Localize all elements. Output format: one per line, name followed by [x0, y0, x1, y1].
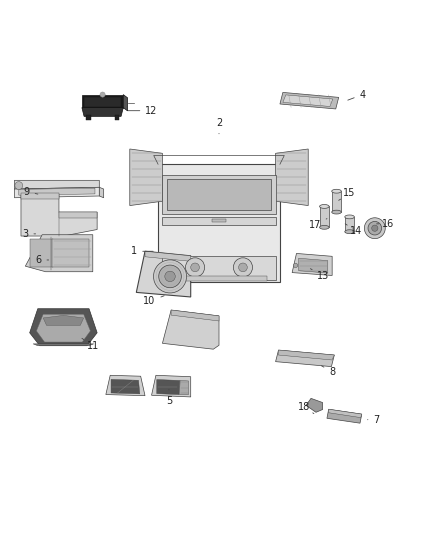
Polygon shape	[299, 258, 328, 273]
Polygon shape	[179, 381, 188, 394]
Circle shape	[364, 218, 385, 239]
Polygon shape	[162, 310, 219, 349]
Polygon shape	[345, 217, 354, 232]
Ellipse shape	[320, 205, 329, 208]
Circle shape	[293, 263, 298, 268]
Circle shape	[153, 260, 187, 293]
Polygon shape	[130, 149, 162, 206]
Polygon shape	[14, 187, 99, 198]
Text: 3: 3	[22, 229, 35, 239]
Polygon shape	[332, 191, 341, 212]
Polygon shape	[152, 375, 191, 397]
Polygon shape	[320, 206, 329, 228]
Polygon shape	[283, 95, 333, 107]
Polygon shape	[30, 309, 97, 346]
Bar	[162, 175, 276, 214]
Circle shape	[165, 271, 175, 281]
Text: 16: 16	[377, 219, 394, 229]
Polygon shape	[276, 149, 308, 206]
Text: 15: 15	[339, 188, 356, 200]
Bar	[84, 97, 121, 107]
Polygon shape	[25, 235, 93, 272]
Circle shape	[239, 263, 247, 272]
Polygon shape	[292, 254, 332, 276]
Polygon shape	[123, 94, 127, 111]
Polygon shape	[171, 310, 219, 321]
Bar	[162, 217, 276, 225]
Polygon shape	[306, 398, 322, 413]
Ellipse shape	[320, 225, 329, 229]
Polygon shape	[136, 251, 191, 297]
Text: 5: 5	[166, 389, 172, 406]
Polygon shape	[276, 350, 334, 367]
Circle shape	[100, 92, 105, 97]
Bar	[171, 276, 267, 281]
Polygon shape	[21, 192, 59, 199]
Ellipse shape	[332, 210, 341, 214]
Polygon shape	[43, 316, 84, 325]
Polygon shape	[328, 409, 362, 418]
Text: 11: 11	[82, 338, 99, 351]
Bar	[115, 116, 119, 120]
Circle shape	[368, 221, 381, 235]
Circle shape	[233, 258, 253, 277]
Bar	[30, 239, 53, 268]
Polygon shape	[145, 251, 191, 261]
Text: 2: 2	[216, 118, 222, 134]
Circle shape	[185, 258, 205, 277]
Polygon shape	[280, 92, 339, 109]
Polygon shape	[19, 188, 95, 195]
Polygon shape	[106, 375, 145, 395]
Polygon shape	[21, 192, 97, 236]
Bar	[162, 256, 276, 279]
Text: 14: 14	[345, 224, 362, 236]
Text: 13: 13	[311, 269, 329, 281]
Polygon shape	[36, 314, 90, 342]
Bar	[167, 180, 271, 210]
Text: 12: 12	[128, 106, 158, 116]
Bar	[212, 219, 226, 222]
Polygon shape	[82, 108, 123, 116]
Text: 17: 17	[308, 219, 327, 230]
Text: 10: 10	[143, 296, 164, 306]
Text: 1: 1	[131, 246, 153, 256]
Polygon shape	[82, 94, 123, 108]
Polygon shape	[279, 350, 334, 360]
Polygon shape	[157, 379, 180, 394]
Text: 8: 8	[321, 366, 335, 377]
Text: 4: 4	[348, 90, 366, 100]
Text: 18: 18	[298, 402, 314, 414]
Polygon shape	[33, 344, 94, 346]
Polygon shape	[111, 379, 140, 394]
Text: 9: 9	[24, 187, 38, 197]
Bar	[52, 239, 89, 268]
Polygon shape	[14, 180, 99, 189]
Circle shape	[191, 263, 199, 272]
Circle shape	[159, 265, 181, 288]
Ellipse shape	[345, 215, 354, 219]
Bar	[86, 116, 91, 120]
Circle shape	[372, 225, 378, 231]
Ellipse shape	[345, 230, 354, 233]
Polygon shape	[59, 212, 97, 218]
Polygon shape	[158, 164, 280, 282]
Circle shape	[15, 182, 23, 189]
Polygon shape	[327, 409, 362, 423]
Ellipse shape	[332, 189, 341, 193]
Text: 6: 6	[35, 255, 49, 265]
Polygon shape	[99, 187, 104, 198]
Text: 7: 7	[367, 415, 380, 425]
